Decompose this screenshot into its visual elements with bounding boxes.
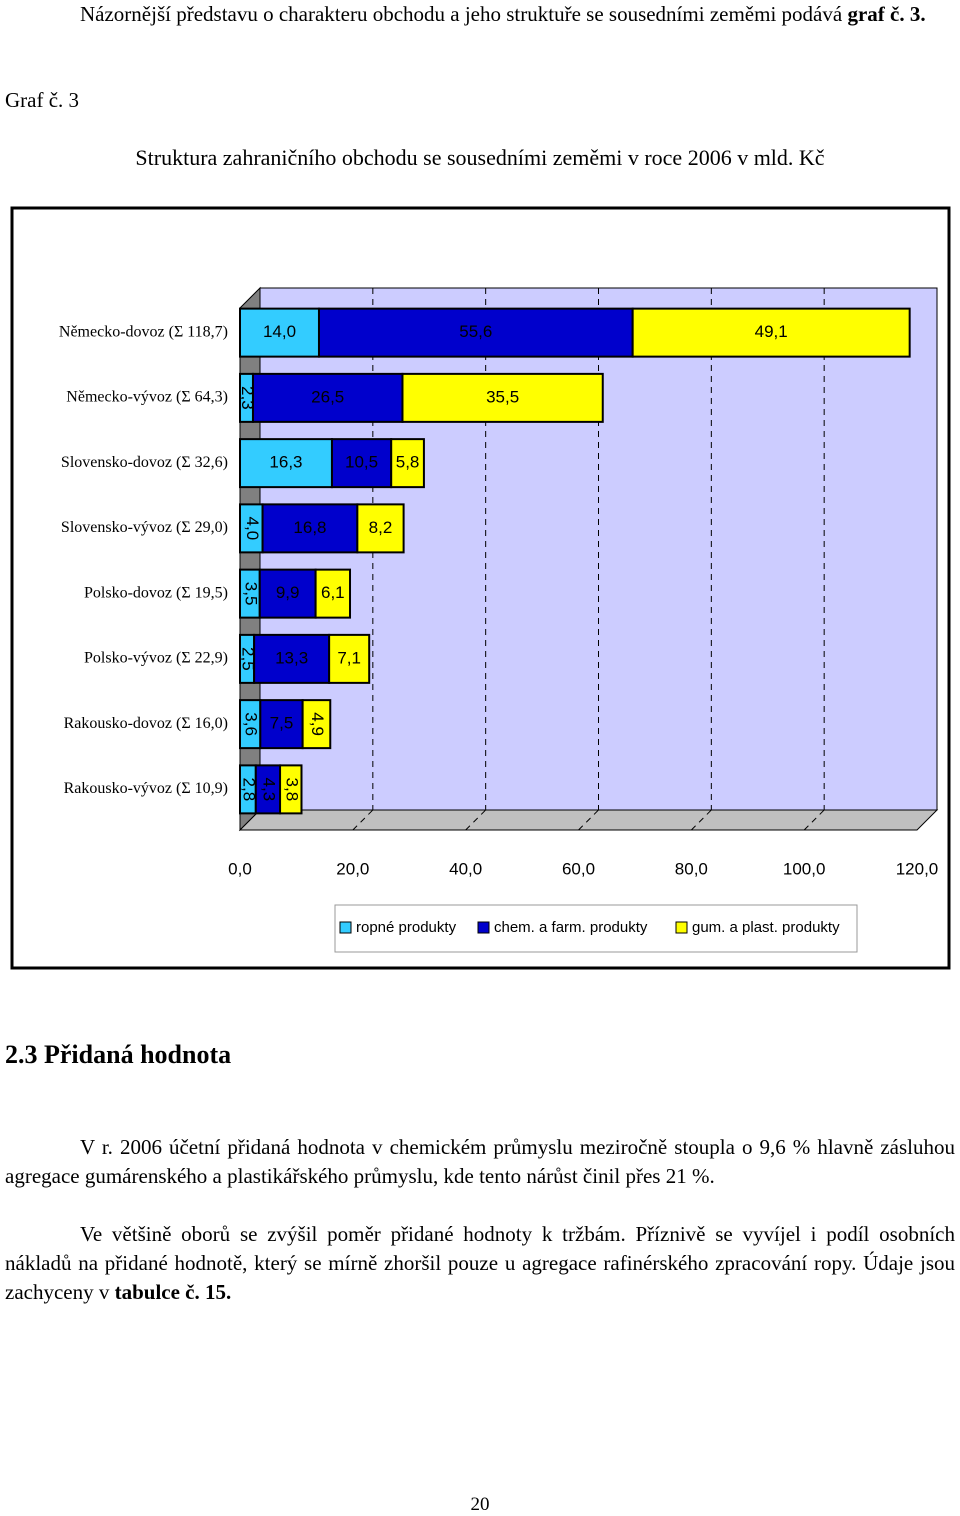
bar-segment xyxy=(253,633,331,684)
category-label: Slovensko-dovoz (Σ 32,6) xyxy=(61,454,228,471)
legend-swatch xyxy=(477,921,490,934)
category-label: Německo-vývoz (Σ 64,3) xyxy=(66,389,228,406)
value-label: 7,5 xyxy=(270,714,294,733)
legend-label: gum. a plast. produkty xyxy=(692,919,840,936)
bar-segment xyxy=(301,699,332,750)
x-tick-label: 0,0 xyxy=(228,859,252,878)
bar-segment xyxy=(356,503,405,554)
category-label: Rakousko-vývoz (Σ 10,9) xyxy=(64,780,228,797)
text: Ve většině oborů se zvýšil poměr přidané… xyxy=(5,1222,955,1304)
bar-segment xyxy=(261,503,359,554)
bar-segment xyxy=(328,633,371,684)
x-tick-label: 20,0 xyxy=(336,859,369,878)
grid-line xyxy=(803,809,825,831)
grid-line xyxy=(465,809,487,831)
value-label: 3,6 xyxy=(242,712,261,736)
value-label: 2,5 xyxy=(239,647,258,671)
intro-paragraph: Názornější představu o charakteru obchod… xyxy=(5,0,955,29)
x-tick-label: 40,0 xyxy=(449,859,482,878)
value-label: 7,1 xyxy=(337,648,361,667)
chart-title: Struktura zahraničního obchodu se soused… xyxy=(135,145,825,170)
bar-segment xyxy=(251,372,404,423)
paragraph: Ve většině oborů se zvýšil poměr přidané… xyxy=(5,1220,955,1307)
text-bold: tabulce č. 15. xyxy=(114,1280,232,1304)
category-label: Polsko-dovoz (Σ 19,5) xyxy=(84,584,228,601)
bar-segment xyxy=(279,764,303,815)
value-label: 26,5 xyxy=(311,387,344,406)
figure-label: Graf č. 3 xyxy=(5,88,80,112)
value-label: 16,3 xyxy=(269,453,302,472)
x-tick-label: 80,0 xyxy=(675,859,708,878)
value-label: 14,0 xyxy=(263,322,296,341)
bar-segment xyxy=(317,307,634,358)
page-number: 20 xyxy=(470,1494,490,1515)
legend-swatch xyxy=(675,921,688,934)
value-label: 16,8 xyxy=(293,518,326,537)
value-label: 2,8 xyxy=(239,778,258,802)
legend-box xyxy=(334,904,858,953)
category-label: Německo-dovoz (Σ 118,7) xyxy=(59,323,228,340)
bar-segment xyxy=(258,568,317,619)
bar-segment xyxy=(254,764,282,815)
value-label: 9,9 xyxy=(276,583,300,602)
bar-segment xyxy=(401,372,604,423)
value-label: 5,8 xyxy=(396,453,420,472)
value-label: 6,1 xyxy=(321,583,345,602)
grid-line xyxy=(690,809,712,831)
value-label: 3,5 xyxy=(241,582,260,606)
chart: 0,0 20,0 40,0 60,0 80,0 100,0 120,0 Německo-dov… xyxy=(10,206,951,970)
value-label: 49,1 xyxy=(755,322,788,341)
value-label: 10,5 xyxy=(345,453,378,472)
value-label: 4,9 xyxy=(308,712,327,736)
value-label: 4,0 xyxy=(243,517,262,541)
category-label: Slovensko-vývoz (Σ 29,0) xyxy=(61,519,228,536)
x-tick-label: 60,0 xyxy=(562,859,595,878)
text: Názornější představu o charakteru obchod… xyxy=(80,2,848,26)
text-bold: graf č. 3. xyxy=(847,2,926,26)
value-label: 35,5 xyxy=(486,387,519,406)
grid-line xyxy=(352,809,374,831)
grid-line xyxy=(578,809,599,831)
value-label: 13,3 xyxy=(275,648,308,667)
bar-segment xyxy=(239,307,320,358)
x-tick-label: 100,0 xyxy=(783,859,826,878)
x-tick-label: 120,0 xyxy=(896,859,939,878)
legend-label: chem. a farm. produkty xyxy=(494,919,648,936)
legend-swatch xyxy=(339,921,352,934)
paragraph: V r. 2006 účetní přidaná hodnota v chemi… xyxy=(5,1135,955,1188)
category-label: Polsko-vývoz (Σ 22,9) xyxy=(84,650,228,667)
value-label: 4,3 xyxy=(259,778,278,802)
value-label: 55,6 xyxy=(459,322,492,341)
bar-segment xyxy=(390,438,425,489)
category-label: Rakousko-dovoz (Σ 16,0) xyxy=(64,715,228,732)
section-heading: 2.3 Přidaná hodnota xyxy=(5,1040,232,1069)
bar-segment xyxy=(330,438,393,489)
legend-label: ropné produkty xyxy=(356,919,457,936)
value-label: 8,2 xyxy=(369,518,393,537)
bar-segment xyxy=(631,307,911,358)
bar-segment xyxy=(314,568,352,619)
value-label: 3,8 xyxy=(282,778,301,802)
